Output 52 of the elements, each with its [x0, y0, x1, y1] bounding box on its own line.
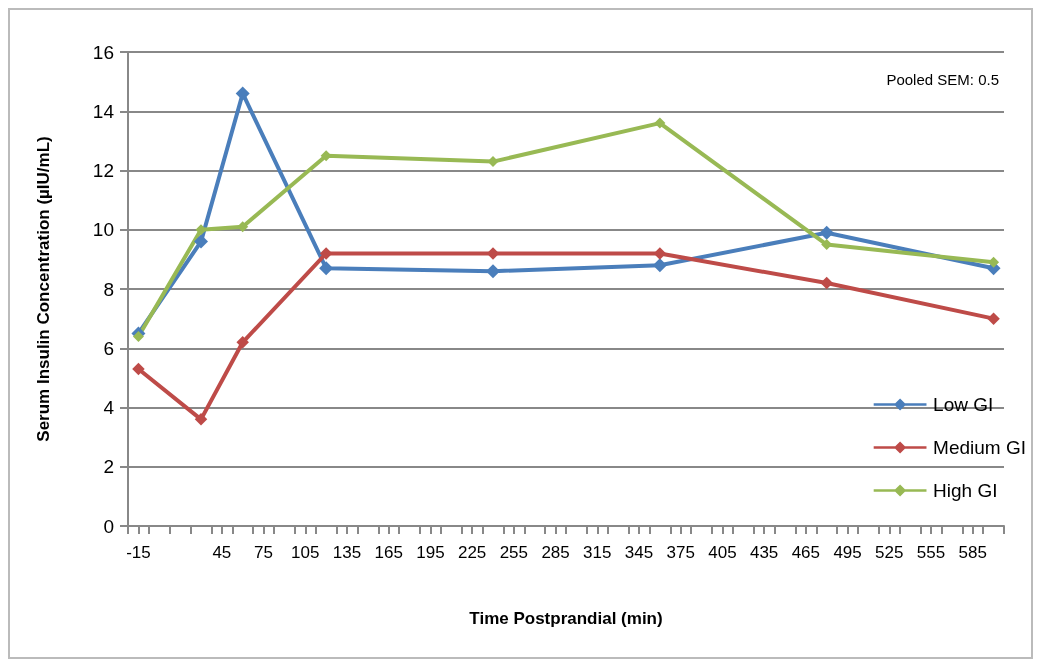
x-tick-label: 585 — [958, 543, 987, 562]
point — [820, 276, 833, 290]
point — [132, 362, 145, 376]
x-tick-label: -15 — [126, 543, 151, 562]
x-tick-label: 285 — [541, 543, 570, 562]
point — [194, 234, 208, 249]
y-tick-label: 16 — [92, 41, 114, 63]
y-tick-label: 10 — [92, 219, 114, 241]
legend-label: Medium GI — [933, 437, 1027, 458]
y-axis-title: Serum Insulin Concentration (µIU/mL) — [34, 136, 53, 442]
annotation: Pooled SEM: 0.5 — [886, 71, 1000, 88]
legend-label: High GI — [933, 480, 998, 501]
point — [486, 247, 500, 260]
point — [319, 261, 334, 276]
x-tick-label: 465 — [791, 543, 821, 562]
legend-label: Low GI — [933, 394, 994, 415]
point — [194, 413, 208, 426]
point — [988, 256, 1000, 268]
y-tick-label: 12 — [92, 160, 114, 181]
x-tick-label: 105 — [291, 543, 320, 562]
x-tick-label: 435 — [749, 543, 779, 562]
x-tick-label: 45 — [212, 543, 232, 562]
x-tick-label: 255 — [499, 543, 529, 562]
point — [132, 330, 144, 342]
x-tick-label: 525 — [875, 543, 904, 562]
x-tick-label: 165 — [374, 543, 403, 562]
x-tick-label: 225 — [457, 543, 487, 562]
point — [653, 247, 667, 260]
x-axis-title: Time Postprandial (min) — [469, 609, 663, 628]
x-tick-label: 315 — [583, 543, 612, 562]
y-tick-label: 4 — [103, 397, 115, 418]
point — [819, 225, 834, 240]
point — [486, 264, 500, 279]
x-tick-label: 75 — [254, 543, 274, 562]
y-tick-label: 0 — [103, 515, 114, 537]
x-tick-label: 405 — [708, 543, 737, 562]
x-tick-label: 135 — [332, 543, 362, 562]
point — [652, 258, 667, 273]
y-tick-label: 14 — [92, 100, 115, 122]
y-tick-label: 2 — [103, 456, 114, 478]
x-tick-label: 195 — [416, 543, 445, 562]
x-tick-label: 555 — [916, 543, 946, 562]
y-tick-label: 6 — [103, 337, 114, 359]
x-tick-label: 345 — [624, 543, 654, 562]
x-tick-label: 495 — [833, 543, 862, 562]
point — [654, 117, 666, 129]
point — [319, 247, 333, 260]
y-tick-label: 8 — [103, 278, 114, 300]
point — [987, 312, 1000, 325]
point — [235, 86, 250, 101]
x-tick-label: 375 — [666, 543, 695, 562]
point — [236, 336, 249, 349]
